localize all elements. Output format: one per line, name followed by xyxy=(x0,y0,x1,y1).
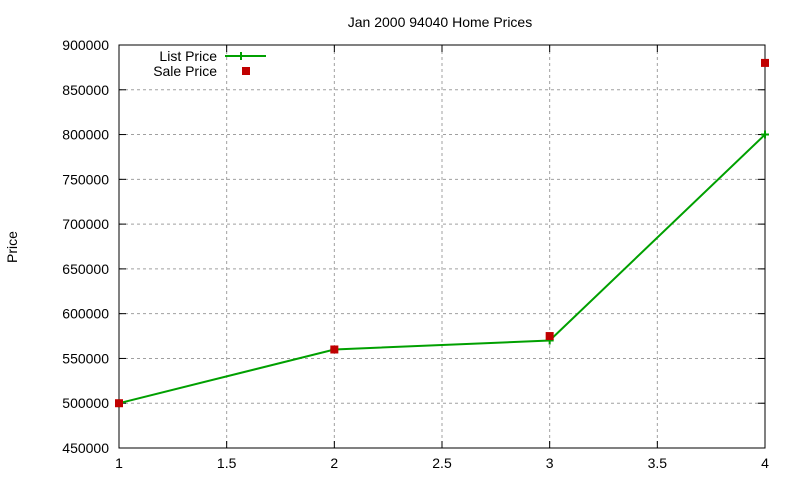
x-tick-label: 3.5 xyxy=(648,455,668,471)
x-tick-label: 4 xyxy=(761,455,769,471)
y-tick-label: 800000 xyxy=(62,127,109,143)
series-layer xyxy=(115,58,769,408)
square-marker-icon xyxy=(330,345,339,354)
y-tick-label: 500000 xyxy=(62,395,109,411)
y-tick-label: 550000 xyxy=(62,350,109,366)
square-marker-icon xyxy=(545,332,554,341)
legend-plus-icon xyxy=(237,52,245,60)
y-axis-ticks: 450000 500000 550000 600000 650000 700000 7500… xyxy=(62,37,765,456)
y-tick-label: 850000 xyxy=(62,82,109,98)
y-tick-label: 650000 xyxy=(62,261,109,277)
chart-title: Jan 2000 94040 Home Prices xyxy=(348,14,532,30)
y-tick-label: 600000 xyxy=(62,306,109,322)
plot-border xyxy=(118,44,766,449)
x-tick-label: 1 xyxy=(115,455,123,471)
y-tick-label: 900000 xyxy=(62,37,109,53)
plus-marker-icon xyxy=(761,130,769,139)
x-tick-label: 2.5 xyxy=(432,455,452,471)
x-tick-label: 1.5 xyxy=(217,455,237,471)
y-tick-label: 700000 xyxy=(62,216,109,232)
y-tick-label: 750000 xyxy=(62,171,109,187)
grid-lines xyxy=(119,45,765,448)
square-marker-icon xyxy=(761,58,769,67)
legend-square-icon xyxy=(242,67,250,75)
legend-label-list-price: List Price xyxy=(159,48,217,64)
y-axis-label: Price xyxy=(4,231,20,263)
x-tick-label: 2 xyxy=(330,455,338,471)
series-line-list-price xyxy=(118,133,766,405)
y-tick-label: 450000 xyxy=(62,440,109,456)
x-tick-label: 3 xyxy=(546,455,554,471)
legend-label-sale-price: Sale Price xyxy=(153,63,217,79)
square-marker-icon xyxy=(115,399,123,408)
legend: List Price Sale Price xyxy=(153,48,266,79)
